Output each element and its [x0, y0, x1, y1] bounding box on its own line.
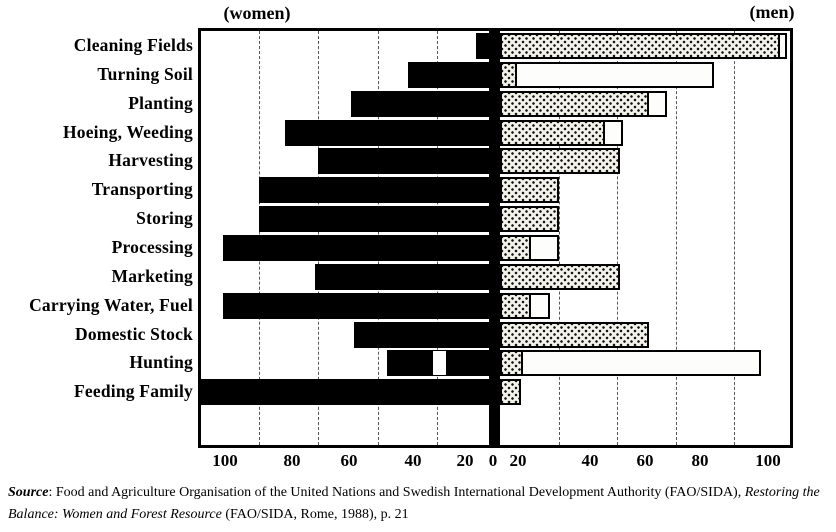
bar-men-marketing — [500, 263, 621, 290]
category-label-transporting: Transporting — [91, 179, 193, 200]
category-label-storing: Storing — [136, 208, 193, 229]
category-label-cleaning-fields: Cleaning Fields — [73, 35, 193, 55]
bar-men-carrying-water-fuel — [500, 292, 550, 319]
category-label-hoeing-weeding: Hoeing, Weeding — [62, 121, 193, 142]
bar-men-stipple-segment-turning-soil — [502, 63, 517, 86]
source-text-pre: Food and Agriculture Organisation of the… — [55, 485, 745, 500]
source-label: Source — [8, 485, 49, 500]
bar-women-feeding-family — [199, 379, 500, 406]
bar-women-transporting — [258, 177, 500, 204]
x-tick-label-0-100: 100 — [212, 451, 238, 470]
source-text-post: (FAO/SIDA, Rome, 1988), p. 21 — [221, 506, 409, 522]
category-label-turning-soil: Turning Soil — [97, 63, 193, 84]
bar-men-storing — [500, 206, 559, 233]
bar-women-gap-hunting — [432, 351, 447, 376]
bar-women-turning-soil — [407, 61, 500, 88]
bar-men-planting — [500, 90, 667, 117]
category-label-marketing: Marketing — [111, 265, 193, 286]
bar-women-domestic-stock — [353, 321, 500, 348]
bar-men-stipple-segment-domestic-stock — [502, 323, 648, 346]
bar-women-hoeing-weeding — [285, 119, 500, 146]
bar-men-stipple-segment-cleaning-fields — [502, 35, 781, 57]
bar-men-hunting — [500, 350, 761, 377]
bar-women-storing — [258, 206, 500, 233]
category-label-planting: Planting — [128, 92, 193, 113]
bar-men-stipple-segment-planting — [502, 92, 649, 115]
x-tick-label-10-100: 100 — [755, 451, 781, 470]
x-tick-label-2-60: 60 — [340, 451, 358, 470]
gridline-right-40 — [617, 31, 619, 445]
bar-men-stipple-segment-carrying-water-fuel — [502, 294, 532, 317]
bar-men-stipple-segment-transporting — [502, 179, 557, 202]
bar-men-stipple-segment-marketing — [502, 265, 619, 288]
source-book-title: Restoring the Balance: Women and Forest … — [8, 485, 820, 522]
bar-women-carrying-water-fuel — [222, 292, 500, 319]
category-label-hunting: Hunting — [129, 352, 193, 373]
plot-area — [198, 28, 793, 448]
source-note: Source: Food and Agriculture Organisatio… — [8, 482, 830, 525]
bar-men-stipple-segment-feeding-family — [502, 381, 519, 404]
bar-men-stipple-segment-processing — [502, 236, 532, 259]
bar-women-planting — [350, 90, 500, 117]
bar-men-transporting — [500, 177, 559, 204]
bar-men-hoeing-weeding — [500, 119, 624, 146]
x-tick-label-5-0: 0 — [488, 451, 498, 470]
category-label-domestic-stock: Domestic Stock — [75, 323, 193, 344]
x-tick-label-4-20: 20 — [456, 451, 474, 470]
category-label-processing: Processing — [111, 236, 193, 257]
women-axis-header: (women) — [223, 3, 291, 23]
x-tick-label-9-80: 80 — [691, 451, 709, 470]
x-tick-label-3-40: 40 — [404, 451, 422, 470]
gridline-right-80 — [734, 31, 736, 445]
x-tick-label-1-80: 80 — [283, 451, 301, 470]
bar-women-processing — [222, 234, 500, 261]
bar-men-harvesting — [500, 148, 621, 175]
category-label-feeding-family: Feeding Family — [74, 381, 193, 402]
x-tick-label-6-20: 20 — [509, 451, 527, 470]
bar-men-domestic-stock — [500, 321, 650, 348]
bar-men-stipple-segment-hoeing-weeding — [502, 121, 605, 144]
bar-men-processing — [500, 234, 559, 261]
gridline-right-20 — [558, 31, 560, 445]
category-label-carrying-water-fuel: Carrying Water, Fuel — [29, 294, 193, 315]
x-tick-label-7-40: 40 — [581, 451, 599, 470]
x-tick-label-8-60: 60 — [636, 451, 654, 470]
bar-men-stipple-segment-storing — [502, 208, 557, 231]
bar-women-marketing — [315, 263, 500, 290]
source-colon: : — [48, 485, 56, 500]
bar-men-cleaning-fields — [500, 33, 788, 59]
bar-women-harvesting — [318, 148, 500, 175]
bar-men-feeding-family — [500, 379, 521, 406]
category-label-harvesting: Harvesting — [108, 150, 193, 171]
bar-men-stipple-segment-hunting — [502, 352, 523, 375]
bar-women-cleaning-fields — [476, 33, 500, 59]
gridline-right-60 — [675, 31, 677, 445]
bar-men-stipple-segment-harvesting — [502, 150, 619, 173]
bar-men-turning-soil — [500, 61, 714, 88]
men-axis-header: (men) — [749, 2, 795, 22]
